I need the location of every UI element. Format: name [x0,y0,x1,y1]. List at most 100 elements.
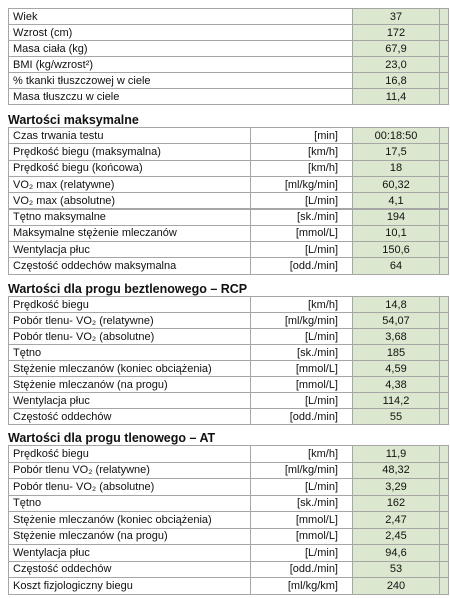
row-label: Wzrost (cm) [8,24,353,41]
row-unit: [ml/kg/min] [250,461,353,479]
row-value: 10,1 [352,224,440,243]
row-unit: [odd./min] [250,560,353,578]
spacer-cell [439,40,449,57]
spacer-cell [439,577,449,595]
row-value: 37 [352,8,440,25]
spacer-cell [439,376,449,393]
row-label: Pobór tlenu VO₂ (relatywne) [8,461,251,479]
row-label: Wentylacja płuc [8,544,251,562]
spacer-cell [439,175,449,194]
row-unit: [min] [250,127,353,145]
spacer-cell [439,511,449,529]
row-label: Koszt fizjologiczny biegu [8,577,251,595]
row-value: 94,6 [352,544,440,562]
row-label: Pobór tlenu- VO₂ (relatywne) [8,312,251,329]
row-label: Stężenie mleczanów (koniec obciążenia) [8,360,251,377]
section-title: Wartości dla progu beztlenowego – RCP [8,282,248,296]
spacer-cell [439,360,449,377]
row-value: 114,2 [352,392,440,409]
row-unit: [km/h] [250,445,353,463]
row-unit: [sk./min] [250,494,353,512]
row-value: 3,29 [352,478,440,496]
row-unit: [mmol/L] [250,360,353,377]
row-unit: [L/min] [250,192,353,210]
row-value: 4,1 [352,192,440,210]
spacer-cell [439,192,449,210]
row-label: % tkanki tłuszczowej w ciele [8,72,353,89]
row-label: Częstość oddechów maksymalna [8,257,251,275]
spacer-cell [439,241,449,259]
spacer-cell [439,478,449,496]
row-label: Stężenie mleczanów (na progu) [8,376,251,393]
spacer-cell [439,544,449,562]
row-label: Wentylacja płuc [8,392,251,409]
row-unit: [mmol/L] [250,224,353,243]
row-value: 240 [352,577,440,595]
row-unit: [ml/kg/km] [250,577,353,595]
row-unit: [mmol/L] [250,376,353,393]
spacer-cell [439,88,449,105]
row-value: 53 [352,560,440,578]
row-label: VO₂ max (absolutne) [8,192,251,210]
spacer-cell [439,72,449,89]
row-value: 64 [352,257,440,275]
row-label: Wiek [8,8,353,25]
row-value: 18 [352,159,440,177]
row-unit: [L/min] [250,544,353,562]
section-title: Wartości dla progu tlenowego – AT [8,431,216,445]
row-label: Wentylacja płuc [8,241,251,259]
row-label: VO₂ max (relatywne) [8,175,251,194]
spacer-cell [439,127,449,145]
row-unit: [ml/kg/min] [250,312,353,329]
row-value: 23,0 [352,56,440,73]
row-value: 55 [352,408,440,425]
row-label: Czas trwania testu [8,127,251,145]
row-label: Stężenie mleczanów (na progu) [8,527,251,545]
row-label: Tętno [8,494,251,512]
row-value: 54,07 [352,312,440,329]
row-value: 67,9 [352,40,440,57]
row-unit: [km/h] [250,143,353,161]
row-unit: [km/h] [250,296,353,313]
row-label: Częstość oddechów [8,560,251,578]
section-title: Wartości maksymalne [8,113,139,127]
row-value: 48,32 [352,461,440,479]
spacer-cell [439,208,449,226]
row-value: 17,5 [352,143,440,161]
spacer-cell [439,560,449,578]
row-unit: [odd./min] [250,257,353,275]
row-unit: [L/min] [250,392,353,409]
spacer-cell [439,257,449,275]
row-value: 11,4 [352,88,440,105]
row-value: 60,32 [352,175,440,194]
row-value: 185 [352,344,440,361]
row-value: 00:18:50 [352,127,440,145]
row-unit: [mmol/L] [250,527,353,545]
spacer-cell [439,56,449,73]
row-value: 150,6 [352,241,440,259]
spacer-cell [439,392,449,409]
row-value: 194 [352,208,440,226]
spacer-cell [439,159,449,177]
row-value: 172 [352,24,440,41]
spacer-cell [439,24,449,41]
row-unit: [L/min] [250,328,353,345]
row-label: Stężenie mleczanów (koniec obciążenia) [8,511,251,529]
row-label: Maksymalne stężenie mleczanów [8,224,251,243]
row-label: Prędkość biegu (maksymalna) [8,143,251,161]
row-value: 14,8 [352,296,440,313]
row-label: Prędkość biegu [8,445,251,463]
spacer-cell [439,494,449,512]
row-unit: [ml/kg/min] [250,175,353,194]
spacer-cell [439,344,449,361]
row-value: 4,38 [352,376,440,393]
row-label: Prędkość biegu [8,296,251,313]
row-unit: [L/min] [250,478,353,496]
row-value: 3,68 [352,328,440,345]
spacer-cell [439,312,449,329]
spacer-cell [439,296,449,313]
row-label: Tętno maksymalne [8,208,251,226]
row-value: 2,47 [352,511,440,529]
row-unit: [sk./min] [250,344,353,361]
